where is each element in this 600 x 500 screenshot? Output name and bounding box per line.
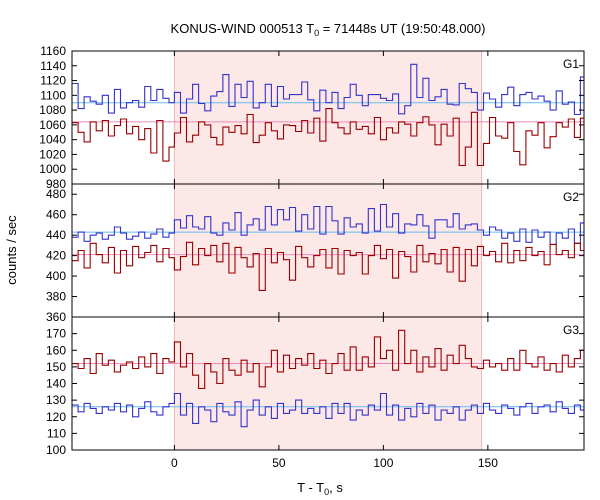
blue-series-line [72, 63, 584, 116]
x-tick-label: 100 [373, 456, 393, 470]
shaded-interval [174, 51, 482, 184]
x-tick-label: 50 [272, 456, 286, 470]
y-axis-label: counts / sec [4, 215, 19, 285]
y-tick-label: 110 [47, 426, 66, 440]
red-series-line [72, 108, 584, 167]
y-tick-label: 1140 [40, 59, 66, 73]
y-tick-label: 1040 [39, 133, 66, 147]
y-tick-label: 160 [46, 343, 66, 357]
y-tick-label: 1060 [39, 118, 66, 132]
red-series-line [72, 241, 584, 291]
y-tick-label: 420 [46, 249, 66, 263]
shaded-interval [174, 317, 482, 450]
y-tick-label: 170 [46, 327, 66, 341]
shaded-interval [174, 184, 482, 317]
y-tick-label: 1120 [40, 74, 66, 88]
blue-series-line [72, 203, 584, 245]
y-tick-label: 1020 [39, 147, 66, 161]
y-tick-label: 480 [46, 187, 66, 201]
panel-label: G1 [563, 57, 579, 71]
y-tick-label: 380 [46, 290, 66, 304]
y-tick-label: 1160 [40, 44, 66, 58]
y-tick-label: 140 [46, 377, 66, 391]
red-series-line [72, 329, 584, 390]
y-tick-label: 460 [46, 208, 66, 222]
y-tick-label: 980 [46, 177, 66, 191]
y-tick-label: 120 [46, 410, 66, 424]
chart-title: KONUS-WIND 000513 T0 = 71448s UT (19:50:… [171, 21, 486, 38]
y-tick-label: 100 [46, 443, 66, 457]
panel-label: G2 [563, 190, 579, 204]
y-tick-label: 440 [46, 228, 66, 242]
x-tick-label: 0 [171, 456, 178, 470]
panel-label: G3 [563, 323, 579, 337]
y-tick-label: 1000 [39, 162, 66, 176]
x-tick-label: 150 [478, 456, 498, 470]
y-tick-label: 130 [46, 393, 66, 407]
y-tick-label: 150 [46, 360, 66, 374]
y-tick-label: 1080 [39, 103, 66, 117]
x-axis-label: T - T0, s [297, 480, 343, 497]
blue-series-line [72, 392, 584, 428]
y-tick-label: 360 [46, 310, 66, 324]
y-tick-label: 400 [46, 269, 66, 283]
y-tick-label: 1100 [40, 88, 66, 102]
